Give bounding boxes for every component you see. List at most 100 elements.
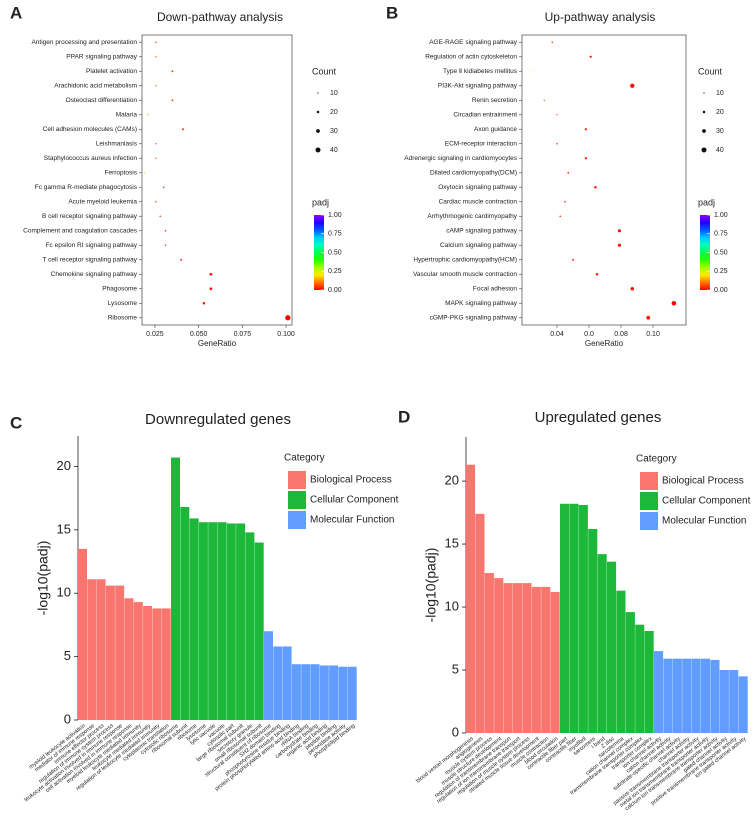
bar xyxy=(738,676,748,733)
dot xyxy=(155,56,157,58)
dot xyxy=(617,243,622,247)
y-tick-label: Chemokine signaling pathway xyxy=(51,271,138,278)
bar xyxy=(319,665,329,720)
y-tick-label: 10 xyxy=(445,598,459,613)
bar xyxy=(105,585,115,720)
bar xyxy=(663,658,673,733)
bar xyxy=(644,630,654,733)
colorbar-label: 0.75 xyxy=(328,231,342,238)
dot xyxy=(159,215,161,217)
dot xyxy=(646,315,651,320)
y-tick-label: Type Ⅱ kidiabetes mellitus xyxy=(443,68,518,75)
y-tick-label: Leishmaniasis xyxy=(96,140,138,147)
y-tick-label: AGE-RAGE signaling pathway xyxy=(429,39,518,46)
bar xyxy=(691,658,701,733)
y-tick-label: Ribosome xyxy=(108,314,138,321)
dot xyxy=(556,143,558,145)
dot xyxy=(155,85,157,87)
y-tick-label: 5 xyxy=(64,648,71,663)
y-tick-label: Axon guidance xyxy=(474,126,517,133)
bar xyxy=(550,591,560,733)
legend-dot xyxy=(702,110,706,114)
legend-label: 20 xyxy=(330,109,338,116)
y-axis-label: -log10(padj) xyxy=(423,548,439,623)
bar xyxy=(152,608,162,720)
x-axis-label: GeneRatio xyxy=(585,339,624,348)
colorbar xyxy=(314,215,324,290)
bar xyxy=(597,554,607,733)
bar xyxy=(226,523,236,720)
colorbar-label: 0.50 xyxy=(328,249,342,256)
y-tick-label: 10 xyxy=(57,585,71,600)
bar xyxy=(310,664,320,720)
y-tick-label: Vascular smooth muscle contraction xyxy=(413,271,517,278)
bar xyxy=(607,561,617,733)
dot xyxy=(155,143,157,145)
bar xyxy=(682,658,692,733)
legend-label: 40 xyxy=(716,147,724,154)
y-tick-label: Hypertrophic cardiomyopathy(HCM) xyxy=(413,256,517,263)
x-axis-label: GeneRatio xyxy=(198,339,237,348)
dot xyxy=(556,114,558,116)
bar xyxy=(301,664,311,720)
dot xyxy=(209,287,213,291)
bar xyxy=(254,542,264,720)
colorbar-label: 0.00 xyxy=(328,287,342,294)
bar xyxy=(560,503,570,733)
y-tick-label: cAMP signaling pathway xyxy=(446,227,517,234)
y-tick-label: Lysosome xyxy=(108,300,138,307)
y-tick-label: ECM-receptor interaction xyxy=(445,140,518,147)
bar xyxy=(625,612,635,733)
bar xyxy=(264,631,273,720)
dot xyxy=(617,229,622,233)
dot xyxy=(162,186,165,189)
plot-frame xyxy=(141,34,293,326)
legend-label: Cellular Component xyxy=(310,495,399,506)
y-tick-label: 20 xyxy=(445,473,459,488)
bar xyxy=(531,586,541,733)
y-tick-label: 0 xyxy=(452,724,459,739)
legend-label: Biological Process xyxy=(310,475,392,486)
bar xyxy=(494,578,504,733)
legend-swatch xyxy=(288,471,306,489)
y-tick-label: Dilated cardiomyopathy(DCM) xyxy=(430,169,517,176)
legend-dot xyxy=(703,92,705,94)
legend-label: Molecular Function xyxy=(662,516,746,527)
legend-label: Molecular Function xyxy=(310,515,394,526)
legend-dot xyxy=(316,129,320,133)
legend-dot xyxy=(701,147,707,153)
y-tick-label: Staphylococcus aureus infection xyxy=(44,155,138,162)
dot xyxy=(671,301,677,306)
panel-letter: B xyxy=(386,3,398,22)
dot xyxy=(630,287,634,291)
x-tick-label: 0.100 xyxy=(277,331,295,338)
bar xyxy=(513,583,523,733)
dot xyxy=(171,99,174,102)
y-tick-label: Arachidonic acid metabolism xyxy=(54,82,137,89)
legend-swatch xyxy=(640,472,658,490)
dot xyxy=(584,128,587,131)
y-tick-label: Adrenergic signaling in cardiomyocytes xyxy=(404,155,517,162)
colorbar-label: 1.00 xyxy=(714,212,728,219)
bar xyxy=(245,532,255,720)
bar xyxy=(710,659,720,733)
legend-label: 10 xyxy=(716,90,724,97)
y-tick-label: Cell adhesion molecules (CAMs) xyxy=(43,126,137,133)
bar xyxy=(635,624,645,733)
y-tick-label: cGMP-PKG signaling pathway xyxy=(430,314,518,321)
bar xyxy=(115,585,125,720)
colorbar-label: 0.75 xyxy=(714,231,728,238)
legend-title: Category xyxy=(284,453,325,464)
bar xyxy=(484,573,494,733)
bar xyxy=(133,602,143,720)
dot xyxy=(589,55,592,58)
y-tick-label: Malaria xyxy=(116,111,138,118)
y-tick-label: Focal adhesion xyxy=(473,285,517,292)
dot xyxy=(594,186,597,189)
bar xyxy=(578,505,588,733)
y-tick-label: Fc gamma R-mediate phagocytosis xyxy=(35,184,138,191)
colorbar xyxy=(700,215,710,290)
y-tick-label: 20 xyxy=(57,458,71,473)
panel-letter: C xyxy=(10,413,22,432)
colorbar-label: 0.50 xyxy=(714,249,728,256)
